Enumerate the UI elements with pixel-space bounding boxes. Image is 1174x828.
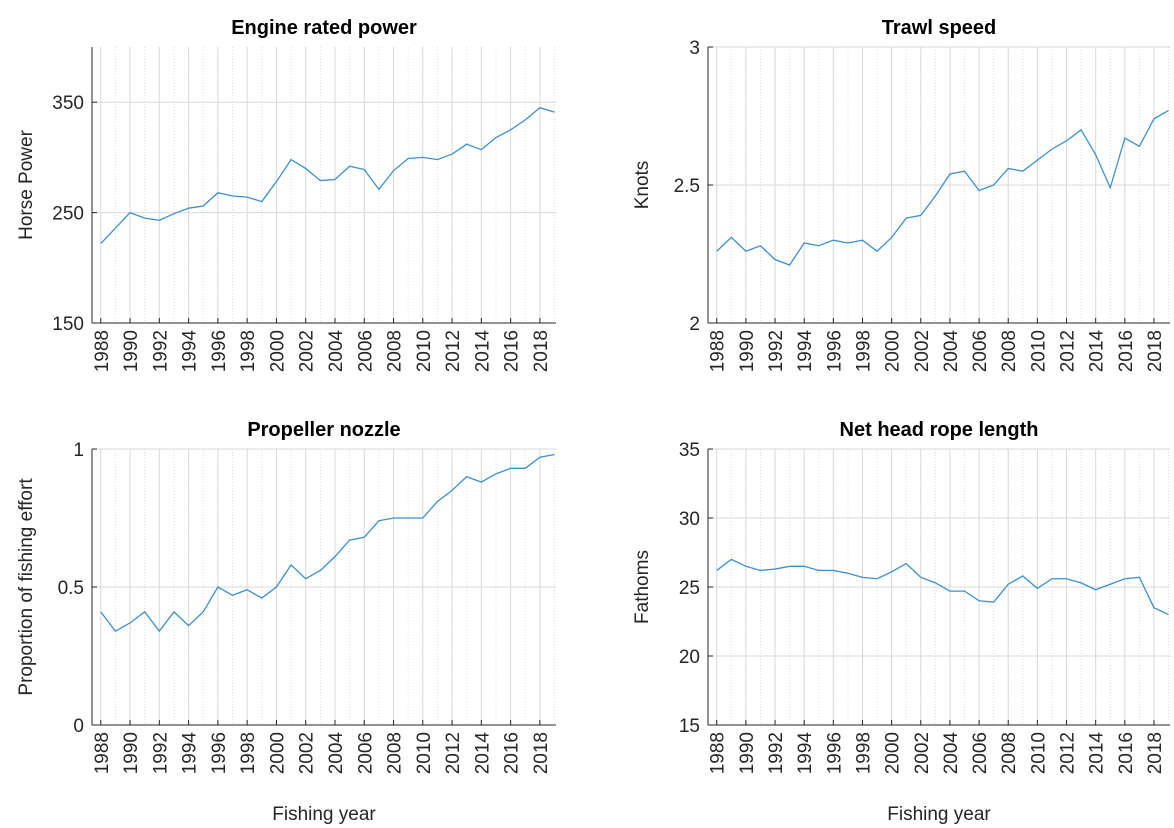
x-tick-label: 1996 [824,330,845,372]
x-tick-label: 2010 [414,732,435,774]
y-axis-label: Proportion of fishing effort [16,478,37,696]
x-tick-label: 2002 [297,330,318,372]
x-tick-label: 2018 [1145,732,1166,774]
y-tick-label: 25 [679,578,700,599]
x-tick-label: 2014 [1087,732,1108,775]
y-tick-label: 350 [52,93,84,114]
x-tick-label: 2004 [941,732,962,775]
y-tick-label: 35 [679,440,700,461]
x-tick-label: 2006 [355,330,376,372]
x-tick-label: 1998 [238,732,259,774]
chart-title: Propeller nozzle [247,419,400,441]
x-tick-label: 2014 [472,330,493,373]
y-tick-label: 20 [679,647,700,668]
x-tick-label: 2012 [1058,330,1079,372]
chart-title: Trawl speed [882,17,997,39]
x-tick-label: 1996 [824,732,845,774]
x-tick-label: 1996 [209,330,230,372]
y-tick-label: 2 [689,314,700,335]
x-tick-label: 2014 [1087,330,1108,373]
y-axis-label: Fathoms [632,550,653,624]
x-axis-label: Fishing year [887,804,991,825]
x-tick-label: 1994 [795,732,816,775]
x-tick-label: 2018 [1145,330,1166,372]
x-tick-label: 1998 [853,330,874,372]
x-tick-label: 2012 [1058,732,1079,774]
x-tick-label: 2000 [267,732,288,774]
x-tick-label: 2008 [385,732,406,774]
y-tick-label: 1 [73,440,84,461]
x-tick-label: 1992 [150,330,171,372]
y-tick-label: 15 [679,716,700,737]
x-tick-label: 2002 [912,330,933,372]
y-tick-label: 3 [689,38,700,59]
x-tick-label: 1990 [737,732,758,774]
x-tick-label: 2010 [1028,732,1049,774]
x-tick-label: 1988 [708,732,729,774]
x-tick-label: 2018 [531,330,552,372]
x-tick-label: 1998 [853,732,874,774]
x-tick-label: 2012 [443,732,464,774]
x-tick-label: 1992 [150,732,171,774]
x-tick-label: 2010 [414,330,435,372]
x-tick-label: 2004 [941,330,962,373]
y-tick-label: 0.5 [58,578,84,599]
x-tick-label: 1988 [92,732,113,774]
x-axis-label: Fishing year [272,804,376,825]
x-tick-label: 1988 [708,330,729,372]
y-tick-label: 0 [73,716,84,737]
x-tick-label: 2016 [502,732,523,774]
x-tick-label: 2002 [297,732,318,774]
x-tick-label: 2012 [443,330,464,372]
y-tick-label: 150 [52,314,84,335]
data-line [100,106,555,244]
x-tick-label: 1994 [180,732,201,775]
x-tick-label: 2002 [912,732,933,774]
x-tick-label: 2006 [970,732,991,774]
plot-area [92,47,556,323]
y-tick-label: 2.5 [674,176,700,197]
x-tick-label: 1988 [92,330,113,372]
y-axis-label: Knots [632,161,653,210]
x-tick-label: 1990 [121,330,142,372]
x-tick-label: 2000 [883,732,904,774]
x-tick-label: 1990 [121,732,142,774]
x-tick-label: 2010 [1028,330,1049,372]
x-tick-label: 1992 [766,330,787,372]
x-tick-label: 2016 [1116,330,1137,372]
x-tick-label: 1998 [238,330,259,372]
x-tick-label: 2016 [1116,732,1137,774]
x-tick-label: 2004 [326,732,347,775]
x-tick-label: 2008 [999,732,1020,774]
chart-title: Net head rope length [840,419,1039,441]
x-tick-label: 2008 [999,330,1020,372]
x-tick-label: 1992 [766,732,787,774]
y-tick-label: 250 [52,204,84,225]
data-line [716,558,1169,616]
data-line [716,109,1169,266]
y-tick-label: 30 [679,509,700,530]
x-tick-label: 2000 [883,330,904,372]
x-tick-label: 1990 [737,330,758,372]
x-tick-label: 2014 [472,732,493,775]
x-tick-label: 2018 [531,732,552,774]
data-line [100,453,555,633]
x-tick-label: 2016 [502,330,523,372]
y-axis-label: Horse Power [16,129,37,239]
x-tick-label: 2008 [385,330,406,372]
x-tick-label: 2006 [355,732,376,774]
x-tick-label: 1994 [180,330,201,373]
x-tick-label: 1996 [209,732,230,774]
x-tick-label: 2004 [326,330,347,373]
chart-title: Engine rated power [231,17,417,39]
x-tick-label: 1994 [795,330,816,373]
x-tick-label: 2006 [970,330,991,372]
x-tick-label: 2000 [267,330,288,372]
